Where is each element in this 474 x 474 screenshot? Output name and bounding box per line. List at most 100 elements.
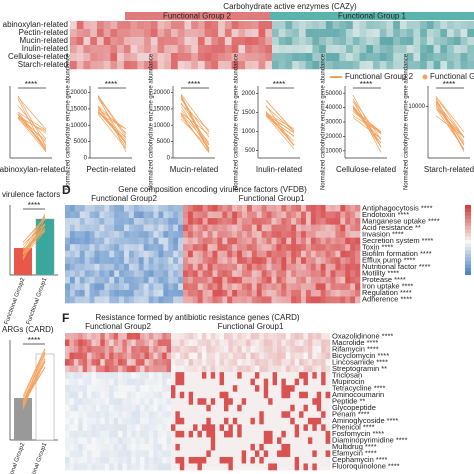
heatmap-cell xyxy=(312,430,318,438)
heatmap-cell xyxy=(201,398,207,406)
heatmap-cell xyxy=(113,417,119,425)
heatmap-cell xyxy=(192,289,199,297)
colorbar xyxy=(465,236,471,241)
heatmap-cell xyxy=(173,257,179,265)
heatmap-cell xyxy=(74,250,81,258)
heatmap-cell xyxy=(232,257,238,265)
colorbar xyxy=(465,240,471,244)
heatmap-cell xyxy=(175,391,181,399)
heatmap-cell xyxy=(281,270,287,278)
heatmap-cell xyxy=(272,45,280,54)
heatmap-cell xyxy=(316,437,322,445)
heatmap-cell xyxy=(178,218,184,225)
heatmap-cell xyxy=(157,61,165,70)
heatmap-cell xyxy=(191,37,199,46)
heatmap-cell xyxy=(90,45,98,54)
pair-line xyxy=(22,367,46,405)
heatmap-cell xyxy=(168,263,174,271)
heatmap-cell xyxy=(207,257,213,265)
heatmap-cell xyxy=(366,45,374,54)
heatmap-cell xyxy=(242,270,248,278)
heatmap-cell xyxy=(207,250,213,258)
heatmap-cell xyxy=(215,372,220,379)
heatmap-cell xyxy=(133,270,140,278)
x-label: Functional Group1 xyxy=(26,277,49,326)
heatmap-cell xyxy=(268,463,273,471)
heatmap-cell xyxy=(325,289,331,297)
heatmap-cell xyxy=(188,352,194,360)
heatmap-cell xyxy=(153,205,159,212)
heatmap-cell xyxy=(122,430,128,438)
heatmap-cell xyxy=(272,385,278,393)
heatmap-cell xyxy=(222,250,228,258)
heatmap-cell xyxy=(350,283,356,291)
heatmap-cell xyxy=(188,437,194,445)
heatmap-cell xyxy=(73,391,79,399)
heatmap-cell xyxy=(250,385,256,393)
heatmap-cell xyxy=(69,283,76,291)
heatmap-cell xyxy=(290,359,295,366)
heatmap-cell xyxy=(175,456,181,464)
heatmap-cell xyxy=(179,372,185,379)
heatmap-cell xyxy=(291,283,297,291)
heatmap-cell xyxy=(271,224,277,232)
heatmap-cell xyxy=(157,430,163,438)
row-label: Fluoroquinolone **** xyxy=(332,462,400,471)
panel-letter: D xyxy=(62,183,71,197)
heatmap-cell xyxy=(340,263,346,271)
heatmap-cell xyxy=(272,372,278,379)
heatmap-cell xyxy=(113,333,119,340)
heatmap-cell xyxy=(359,29,367,38)
heatmap-cell xyxy=(128,289,135,297)
heatmap-cell xyxy=(265,61,273,70)
heatmap-cell xyxy=(109,218,115,225)
heatmap-cell xyxy=(162,456,167,464)
heatmap-cell xyxy=(272,53,280,62)
heatmap-cell xyxy=(126,430,132,438)
heatmap-cell xyxy=(232,211,238,219)
pair-line xyxy=(17,105,47,140)
heatmap-cell xyxy=(217,205,223,212)
heatmap-cell xyxy=(224,45,232,54)
heatmap-cell xyxy=(268,450,273,458)
heatmap-cell xyxy=(359,53,367,62)
heatmap-cell xyxy=(210,404,216,412)
heatmap-cell xyxy=(197,29,205,38)
heatmap-cell xyxy=(82,378,88,386)
heatmap-cell xyxy=(201,365,207,373)
heatmap-cell xyxy=(69,417,75,425)
heatmap-cell xyxy=(193,430,198,438)
heatmap-cell xyxy=(281,430,287,438)
heatmap-cell xyxy=(245,29,253,38)
heatmap-cell xyxy=(277,391,282,399)
heatmap-cell xyxy=(310,205,317,212)
heatmap-cell xyxy=(315,289,321,297)
heatmap-cell xyxy=(179,443,185,451)
heatmap-cell xyxy=(144,391,150,399)
heatmap-cell xyxy=(82,372,88,379)
row-label: Pectin-related xyxy=(19,28,68,37)
heatmap-cell xyxy=(109,437,114,445)
heatmap-cell xyxy=(109,211,115,219)
heatmap-cell xyxy=(413,53,421,62)
heatmap-cell xyxy=(345,276,351,284)
heatmap-cell xyxy=(143,263,149,271)
row-name: Regulation xyxy=(362,288,398,297)
heatmap-cell xyxy=(128,263,135,271)
heatmap-cell xyxy=(140,378,145,386)
heatmap-cell xyxy=(128,211,135,219)
heatmap-cell xyxy=(118,378,123,386)
heatmap-cell xyxy=(126,359,132,366)
heatmap-cell xyxy=(82,365,88,373)
heatmap-cell xyxy=(122,417,128,425)
x-label: Inulin-related xyxy=(256,165,302,174)
heatmap-cell xyxy=(350,224,356,232)
heatmap-cell xyxy=(232,237,238,245)
heatmap-cell xyxy=(73,443,79,451)
heatmap-cell xyxy=(281,411,287,419)
heatmap-cell xyxy=(148,437,154,445)
heatmap-cell xyxy=(217,211,223,219)
heatmap-cell xyxy=(294,417,300,425)
heatmap-cell xyxy=(65,430,70,438)
heatmap-cell xyxy=(94,257,100,265)
